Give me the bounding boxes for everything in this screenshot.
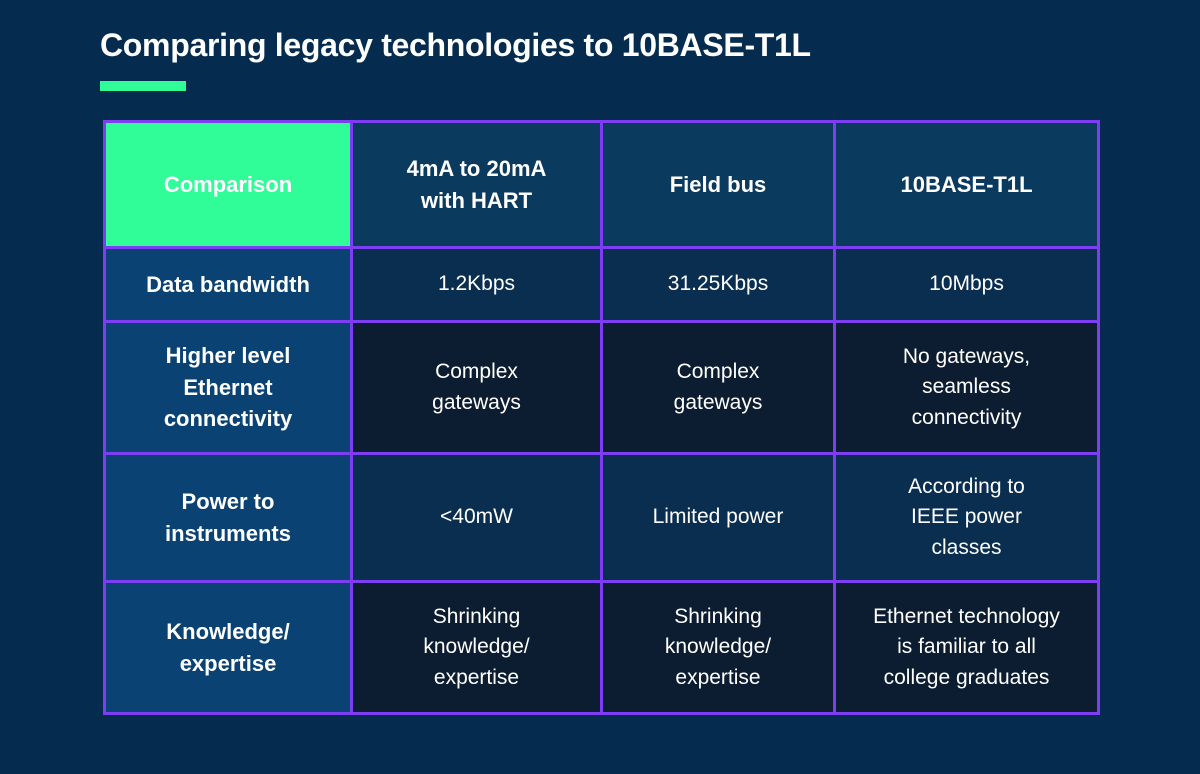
title-accent-bar — [100, 81, 186, 91]
cell-knowledge-10base-t1l: Ethernet technology is familiar to all c… — [833, 580, 1100, 715]
header-cell-field-bus: Field bus — [600, 120, 836, 249]
row-label-ethernet-connectivity: Higher level Ethernet connectivity — [103, 320, 353, 455]
header-cell-comparison: Comparison — [103, 120, 353, 249]
table-row-ethernet-connectivity: Higher level Ethernet connectivity Compl… — [103, 320, 1100, 455]
page-title: Comparing legacy technologies to 10BASE-… — [100, 27, 811, 63]
cell-power-4-20ma: <40mW — [350, 452, 603, 583]
table-row-power-to-instruments: Power to instruments <40mW Limited power… — [103, 452, 1100, 583]
cell-data-bandwidth-4-20ma: 1.2Kbps — [350, 246, 603, 323]
row-label-knowledge-expertise: Knowledge/ expertise — [103, 580, 353, 715]
header-cell-10base-t1l: 10BASE-T1L — [833, 120, 1100, 249]
cell-knowledge-field-bus: Shrinking knowledge/ expertise — [600, 580, 836, 715]
cell-ethernet-connectivity-10base-t1l: No gateways, seamless connectivity — [833, 320, 1100, 455]
cell-power-10base-t1l: According to IEEE power classes — [833, 452, 1100, 583]
table-header-row: Comparison 4mA to 20mA with HART Field b… — [103, 120, 1100, 249]
table-row-knowledge-expertise: Knowledge/ expertise Shrinking knowledge… — [103, 580, 1100, 715]
cell-knowledge-4-20ma: Shrinking knowledge/ expertise — [350, 580, 603, 715]
cell-ethernet-connectivity-field-bus: Complex gateways — [600, 320, 836, 455]
cell-data-bandwidth-field-bus: 31.25Kbps — [600, 246, 836, 323]
row-label-data-bandwidth: Data bandwidth — [103, 246, 353, 323]
comparison-table: Comparison 4mA to 20mA with HART Field b… — [103, 120, 1100, 715]
row-label-power-to-instruments: Power to instruments — [103, 452, 353, 583]
cell-ethernet-connectivity-4-20ma: Complex gateways — [350, 320, 603, 455]
table-row-data-bandwidth: Data bandwidth 1.2Kbps 31.25Kbps 10Mbps — [103, 246, 1100, 323]
cell-power-field-bus: Limited power — [600, 452, 836, 583]
header-cell-4-20ma-hart: 4mA to 20mA with HART — [350, 120, 603, 249]
cell-data-bandwidth-10base-t1l: 10Mbps — [833, 246, 1100, 323]
